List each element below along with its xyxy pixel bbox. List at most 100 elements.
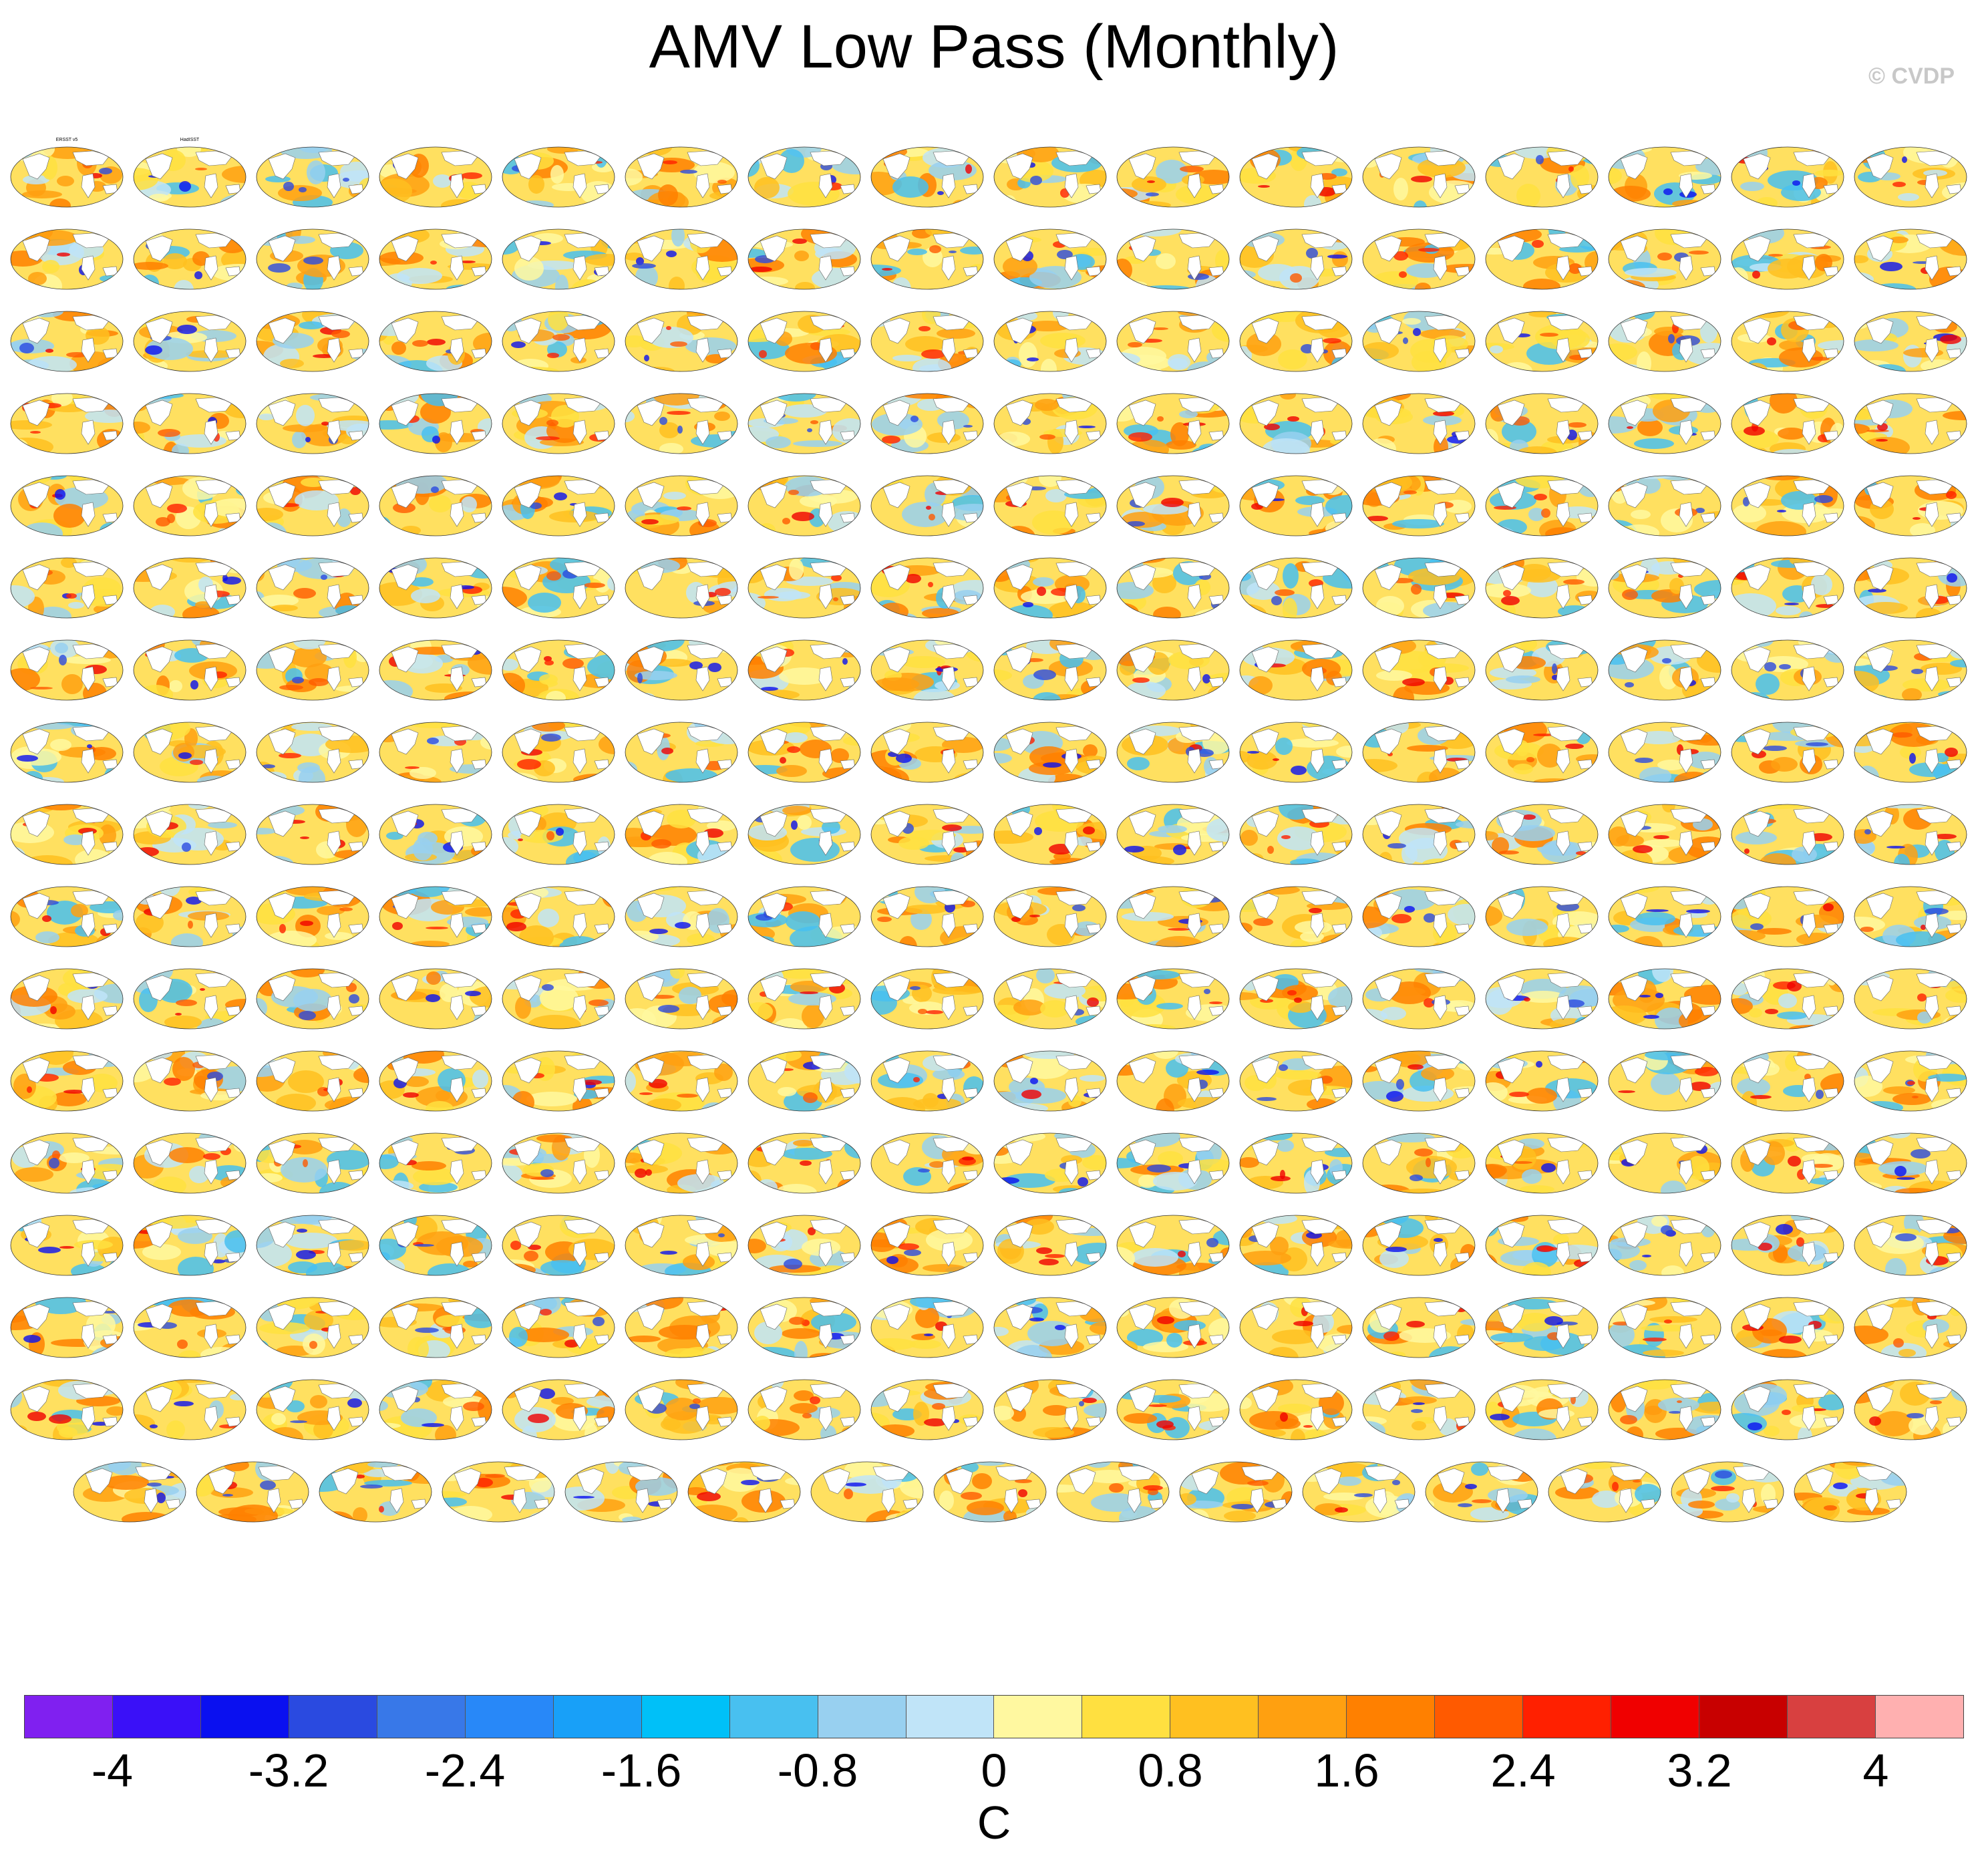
map-thumbnail (1854, 393, 1967, 454)
map-thumbnail (1731, 1050, 1844, 1112)
map-thumbnail (1239, 639, 1353, 701)
map-thumbnail (748, 475, 861, 536)
colorbar-tick-label: 3.2 (1667, 1744, 1732, 1797)
map-thumbnail (993, 886, 1107, 947)
map-panel (687, 1452, 802, 1525)
map-panel (255, 1124, 370, 1196)
map-panel (1730, 1042, 1845, 1114)
map-thumbnail (625, 1215, 738, 1276)
map-panel (1607, 466, 1722, 538)
map-panel (1607, 631, 1722, 703)
map-thumbnail (1239, 1297, 1353, 1358)
map-panel (1607, 959, 1722, 1032)
map-panel (933, 1452, 1047, 1525)
map-panel (9, 384, 124, 456)
map-thumbnail (1302, 1461, 1416, 1523)
map-thumbnail (379, 804, 492, 865)
map-panel (132, 384, 247, 456)
map-panel (624, 1288, 739, 1360)
map-panel (255, 713, 370, 785)
map-thumbnail (1239, 722, 1353, 783)
map-panel (1361, 1124, 1476, 1196)
map-thumbnail (502, 639, 615, 701)
map-panel (747, 302, 862, 374)
map-thumbnail (1608, 722, 1721, 783)
map-thumbnail (870, 1379, 984, 1440)
map-thumbnail (1485, 804, 1599, 865)
map-thumbnail (133, 886, 246, 947)
map-thumbnail (133, 804, 246, 865)
map-panel (1670, 1452, 1785, 1525)
figure-title: AMV Low Pass (Monthly) (649, 13, 1339, 81)
map-thumbnail (1116, 1050, 1230, 1112)
map-panel (1793, 1452, 1908, 1525)
map-thumbnail (1116, 886, 1230, 947)
map-thumbnail (1854, 1379, 1967, 1440)
map-panel (132, 959, 247, 1032)
map-thumbnail (1116, 475, 1230, 536)
map-panel (255, 1206, 370, 1278)
map-thumbnail (10, 1379, 124, 1440)
map-thumbnail (1362, 1050, 1476, 1112)
map-thumbnail (625, 228, 738, 290)
map-panel (870, 466, 985, 538)
map-panel (993, 138, 1108, 210)
map-panel (1238, 1288, 1353, 1360)
map-thumbnail (1854, 311, 1967, 372)
map-thumbnail (10, 1132, 124, 1194)
map-thumbnail (10, 146, 124, 208)
map-thumbnail (993, 1215, 1107, 1276)
map-panel (9, 302, 124, 374)
map-panel (1484, 1042, 1599, 1114)
map-thumbnail (133, 1215, 246, 1276)
map-thumbnail (1116, 1132, 1230, 1194)
map-panel (1607, 1288, 1722, 1360)
map-panel (1238, 877, 1353, 949)
map-thumbnail (993, 722, 1107, 783)
map-panel (747, 466, 862, 538)
map-panel (624, 795, 739, 867)
map-panel (255, 549, 370, 621)
colorbar-swatch (1611, 1696, 1700, 1738)
colorbar-swatch (1435, 1696, 1524, 1738)
map-thumbnail (748, 557, 861, 619)
map-thumbnail (748, 228, 861, 290)
map-panel (993, 1042, 1108, 1114)
map-thumbnail (256, 311, 369, 372)
map-thumbnail (1485, 1379, 1599, 1440)
map-panel (747, 1206, 862, 1278)
map-panel (1853, 1206, 1968, 1278)
map-thumbnail (133, 639, 246, 701)
map-thumbnail (993, 639, 1107, 701)
map-panel (870, 877, 985, 949)
map-panel (1361, 1206, 1476, 1278)
colorbar-tick-label: 0.8 (1138, 1744, 1203, 1797)
map-thumbnail (1239, 1215, 1353, 1276)
map-thumbnail (993, 146, 1107, 208)
map-thumbnail (1362, 228, 1476, 290)
map-thumbnail (625, 639, 738, 701)
colorbar-swatch (465, 1696, 554, 1738)
map-thumbnail (748, 1297, 861, 1358)
map-panel (501, 466, 616, 538)
map-panel (810, 1452, 925, 1525)
map-thumbnail (870, 557, 984, 619)
map-panel (132, 713, 247, 785)
map-thumbnail (1794, 1461, 1907, 1523)
map-thumbnail (1362, 1132, 1476, 1194)
map-panel (501, 1288, 616, 1360)
map-thumbnail (1731, 146, 1844, 208)
map-thumbnail (625, 393, 738, 454)
map-thumbnail (993, 475, 1107, 536)
map-panel (1853, 138, 1968, 210)
map-panel (132, 1288, 247, 1360)
map-panel (1853, 1124, 1968, 1196)
map-panel (1607, 138, 1722, 210)
map-thumbnail (1731, 639, 1844, 701)
map-panel (255, 1370, 370, 1442)
map-panel (1484, 466, 1599, 538)
map-thumbnail (10, 393, 124, 454)
map-thumbnail (1608, 804, 1721, 865)
map-panel (870, 1042, 985, 1114)
map-thumbnail (870, 393, 984, 454)
